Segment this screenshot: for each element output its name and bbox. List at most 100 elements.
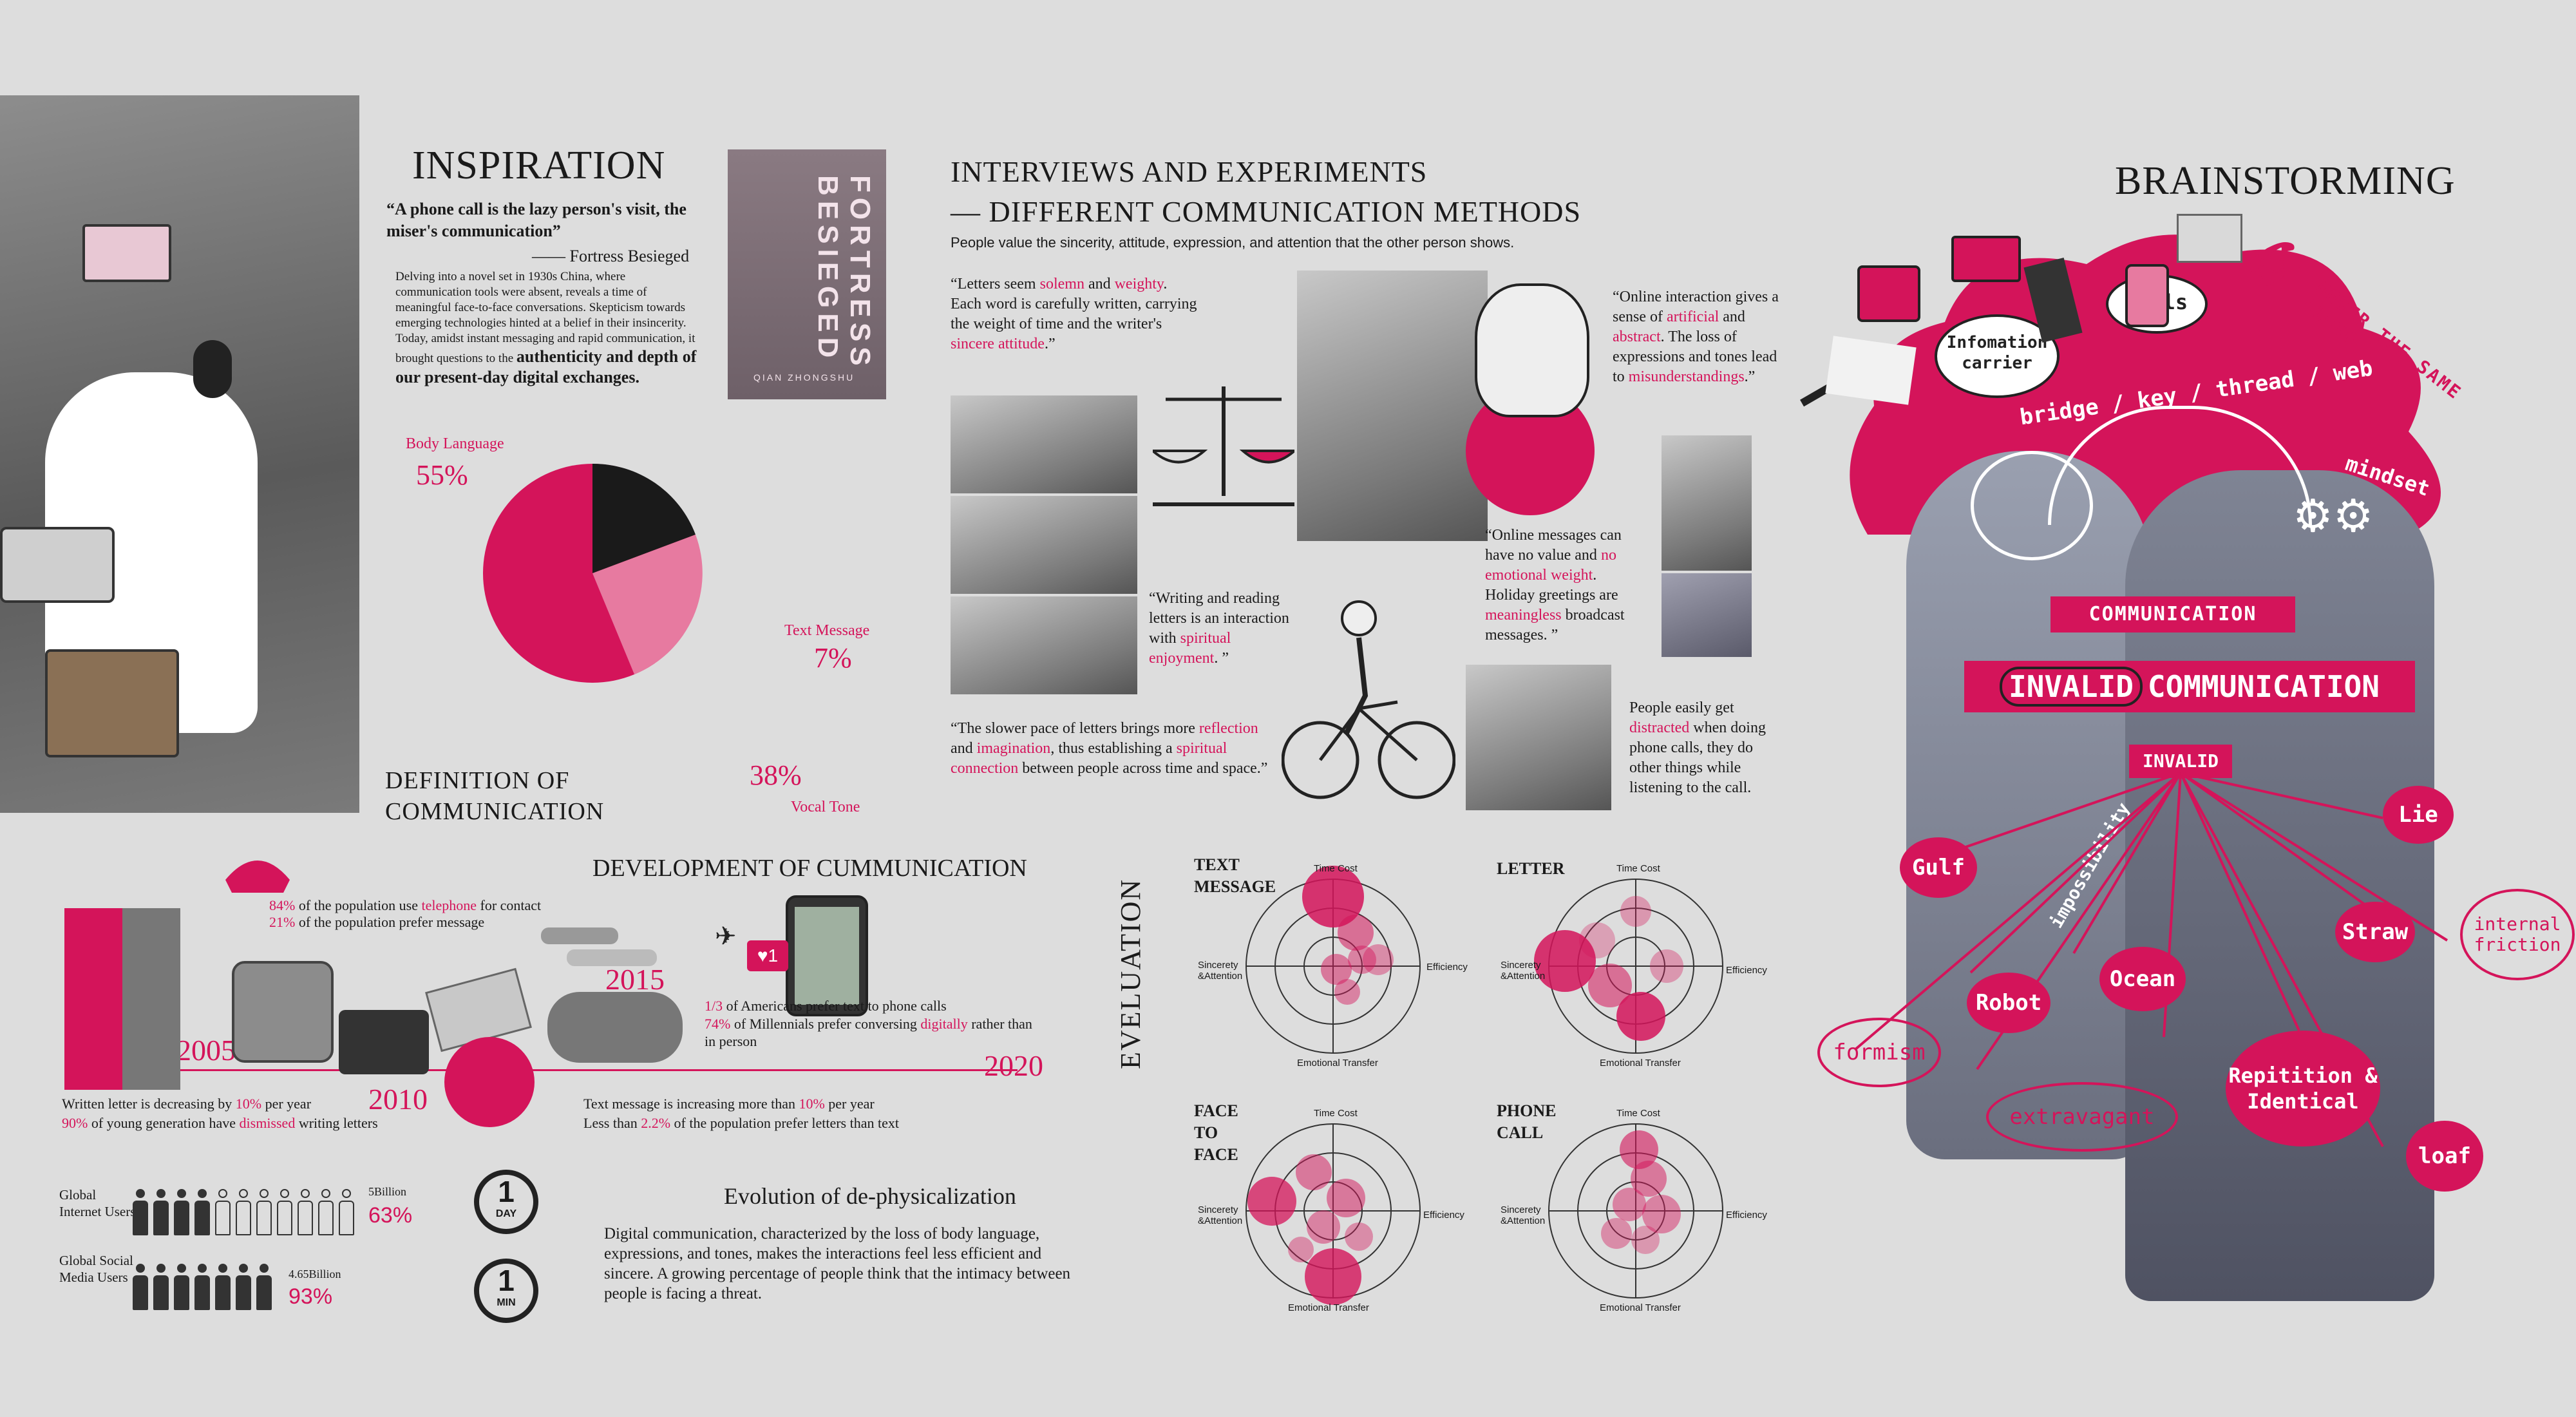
q1c: and <box>1084 276 1115 292</box>
letter-stat2-b: of young generation have <box>88 1115 240 1131</box>
phone-stat2-pct: 21% <box>269 914 296 930</box>
smartphone-screen <box>795 907 859 1005</box>
digital-stat2-a: 74% <box>705 1016 731 1032</box>
mailbox-person-photo <box>64 908 180 1090</box>
quote-writing-letters: “Writing and reading letters is an inter… <box>1149 589 1303 669</box>
radar-text-message: Time Cost Efficiency Emotional Transfer … <box>1198 857 1468 1076</box>
radar-face-to-face: Time Cost Efficiency Emotional Transfer … <box>1198 1101 1464 1320</box>
tag-extravagant: extravagant <box>1986 1082 2178 1152</box>
quote-online-artificial: “Online interaction gives a sense of art… <box>1613 287 1786 387</box>
text-stat1-c: per year <box>824 1096 875 1112</box>
scattered-letters-decoration <box>618 438 811 657</box>
letter-stat1-b: 10% <box>235 1096 262 1112</box>
social-users-icons <box>133 1264 272 1313</box>
red-telephone-icon <box>219 841 296 899</box>
carrier-text: Infomation carrier <box>1946 333 2048 373</box>
q2g: .” <box>1744 368 1756 385</box>
rotary-phone-icon <box>232 961 334 1063</box>
q2f: misunderstandings <box>1628 368 1745 385</box>
heart-notification-icon: ♥ 1 <box>747 940 788 971</box>
min-clock-icon: 1 MIN <box>474 1259 538 1323</box>
person-filled-icon <box>215 1264 231 1310</box>
text-stat2-b: 2.2% <box>641 1115 671 1131</box>
person-outline-icon <box>215 1189 231 1235</box>
q5a: “The slower pace of letters brings more <box>951 720 1199 737</box>
person-filled-icon <box>133 1264 148 1310</box>
axis-time-cost-4: Time Cost <box>1616 1108 1660 1119</box>
invalid-small-label: INVALID <box>2129 745 2232 778</box>
tag-gulf: Gulf <box>1900 837 1977 898</box>
text-message-label: Text Message <box>784 622 870 639</box>
q3e: broadcast messages. ” <box>1485 607 1625 643</box>
q3b: no emotional weight <box>1485 547 1616 584</box>
q2e: . The loss of expressions and tones lead… <box>1613 328 1777 385</box>
interviews-subtitle: People value the sincerity, attitude, ex… <box>951 234 1515 251</box>
tag-straw: Straw <box>2335 902 2415 962</box>
social-users-label: Global Social Media Users <box>59 1253 133 1285</box>
person-filled-icon <box>133 1189 148 1235</box>
television-icon <box>45 649 179 757</box>
digital-stat1-a: 1/3 <box>705 998 723 1014</box>
radar-letter: Time Cost Efficiency Emotional Transfer … <box>1501 857 1771 1076</box>
axis-time-cost-3: Time Cost <box>1314 1108 1358 1119</box>
phone-stat1-a: of the population use <box>295 897 422 913</box>
tag-formism: formism <box>1817 1018 1941 1087</box>
interview-photo-phonecall <box>1466 665 1611 810</box>
axis-sincerety-2: Sincerety &Attention <box>1501 960 1546 982</box>
tag-loaf: loaf <box>2406 1121 2483 1192</box>
year-2020: 2020 <box>984 1049 1043 1082</box>
day-clock-icon: 1 DAY <box>474 1170 538 1234</box>
interviews-title-line2: — DIFFERENT COMMUNICATION METHODS <box>951 195 1582 228</box>
digital-stat-1: 1/3 of Americans prefer text to phone ca… <box>705 997 947 1014</box>
camera-icon <box>1857 265 1920 322</box>
envelope-small-icon <box>2177 214 2242 263</box>
year-2015: 2015 <box>605 963 665 996</box>
lines-svg <box>1853 772 2448 1147</box>
q1e: . Each word is carefully written, carryi… <box>951 276 1197 332</box>
q1a: “Letters seem <box>951 276 1040 292</box>
person-outline-icon <box>256 1189 272 1235</box>
axis-efficiency-4: Efficiency <box>1726 1210 1767 1221</box>
q4a: “Writing and reading letters is an inter… <box>1149 590 1289 647</box>
invalid-small-text: INVALID <box>2142 750 2219 772</box>
letter-stat-2: 90% of young generation have dismissed w… <box>62 1114 378 1132</box>
quote-slower-pace: “The slower pace of letters brings more … <box>951 719 1273 779</box>
radiating-lines <box>1803 760 2576 1179</box>
radar-svg-2 <box>1534 879 1723 1054</box>
body-language-label: Body Language <box>406 435 504 452</box>
phone-stat-1: 84% of the population use telephone for … <box>269 897 541 914</box>
dephysical-body: Digital communication, characterized by … <box>604 1225 1071 1302</box>
person-filled-icon <box>174 1264 189 1310</box>
person-filled-icon <box>236 1264 251 1310</box>
bicycle-svg <box>1281 600 1456 799</box>
phone-stat1-pct: 84% <box>269 897 296 913</box>
pie-svg <box>483 463 703 683</box>
notification-count: 1 <box>768 946 779 965</box>
quote-distracted: People easily get distracted when doing … <box>1629 698 1784 798</box>
bicycle-icon <box>1281 593 1456 805</box>
interview-photo-4 <box>1297 271 1488 541</box>
body-language-value: 55% <box>416 459 468 491</box>
internet-users-icons <box>133 1189 354 1238</box>
text-stat1-a: Text message is increasing more than <box>583 1096 799 1112</box>
quote-online-messages: “Online messages can have no value and n… <box>1485 526 1646 645</box>
development-title: DEVELOPMENT OF CUMMUNICATION <box>592 855 1027 882</box>
text-stat-1: Text message is increasing more than 10%… <box>583 1095 875 1112</box>
axis-emotional-4: Emotional Transfer <box>1600 1302 1681 1313</box>
min-icon-num: 1 <box>498 1264 515 1297</box>
axis-efficiency-2: Efficiency <box>1726 965 1767 976</box>
person-outline-icon <box>277 1189 292 1235</box>
text-message-value: 7% <box>814 642 852 674</box>
axis-sincerety-3: Sincerety &Attention <box>1198 1204 1243 1226</box>
q5b: reflection <box>1198 720 1258 737</box>
cassette-small-icon <box>1951 236 2021 282</box>
social-users-total: 4.65Billion <box>289 1268 341 1280</box>
inspiration-title: INSPIRATION <box>412 144 666 187</box>
letter-stat1-a: Written letter is decreasing by <box>62 1096 236 1112</box>
inspiration-paragraph-bold: authenticity and depth of our present-da… <box>395 347 697 386</box>
year-2005: 2005 <box>176 1034 236 1067</box>
text-stat-2: Less than 2.2% of the population prefer … <box>583 1114 899 1132</box>
day-icon-unit: DAY <box>495 1208 517 1219</box>
eval-label-letter: LETTER <box>1497 859 1565 878</box>
radar-svg-1 <box>1245 866 1421 1054</box>
